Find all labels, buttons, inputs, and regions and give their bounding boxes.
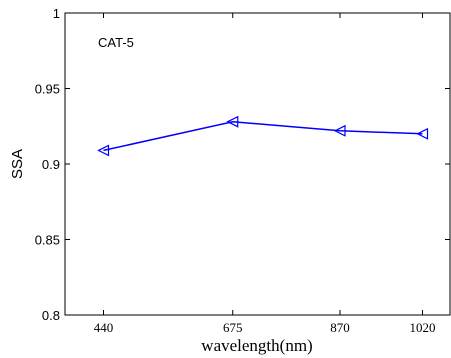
series-line	[103, 120, 423, 152]
data-point-marker	[97, 144, 110, 157]
data-point-marker	[226, 115, 239, 128]
y-tick-label: 0.85	[35, 233, 60, 248]
data-point-marker	[416, 127, 429, 140]
x-tick-label: 675	[223, 320, 243, 335]
x-axis-ticks: 440 675 870 1020	[94, 13, 436, 335]
y-tick-label: 0.8	[42, 308, 60, 323]
data-point-marker	[333, 124, 346, 137]
x-tick-label: 440	[94, 320, 114, 335]
plot-frame	[64, 12, 451, 316]
annotation-label: CAT-5	[98, 35, 134, 50]
y-axis-title: SSA	[9, 149, 26, 179]
y-tick-label: 1	[53, 6, 60, 21]
y-axis-ticks: 0.8 0.85 0.9 0.95 1	[35, 6, 450, 323]
series-group	[97, 115, 429, 157]
x-tick-label: 1020	[410, 320, 436, 335]
x-tick-label: 870	[330, 320, 350, 335]
y-tick-label: 0.95	[35, 82, 60, 97]
x-axis-title: wavelength(nm)	[201, 336, 312, 355]
y-tick-label: 0.9	[42, 157, 60, 172]
